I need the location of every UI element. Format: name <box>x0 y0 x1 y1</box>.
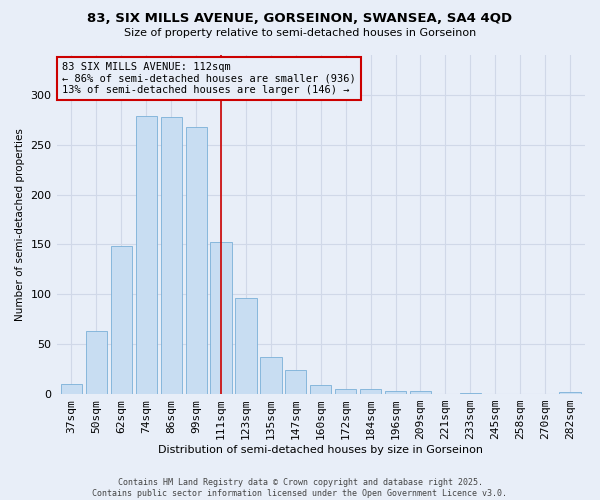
Bar <box>61 384 82 394</box>
Bar <box>111 246 132 394</box>
Bar <box>360 389 381 394</box>
Bar <box>410 391 431 394</box>
Text: Size of property relative to semi-detached houses in Gorseinon: Size of property relative to semi-detach… <box>124 28 476 38</box>
Bar <box>335 389 356 394</box>
Bar <box>235 298 257 394</box>
Bar <box>211 242 232 394</box>
Text: Contains HM Land Registry data © Crown copyright and database right 2025.
Contai: Contains HM Land Registry data © Crown c… <box>92 478 508 498</box>
Text: 83 SIX MILLS AVENUE: 112sqm
← 86% of semi-detached houses are smaller (936)
13% : 83 SIX MILLS AVENUE: 112sqm ← 86% of sem… <box>62 62 356 95</box>
Y-axis label: Number of semi-detached properties: Number of semi-detached properties <box>15 128 25 321</box>
Bar <box>460 393 481 394</box>
Bar <box>185 127 207 394</box>
Bar <box>260 357 281 394</box>
Bar <box>136 116 157 394</box>
Bar <box>285 370 307 394</box>
Bar <box>86 332 107 394</box>
Bar <box>161 117 182 394</box>
Bar <box>559 392 581 394</box>
X-axis label: Distribution of semi-detached houses by size in Gorseinon: Distribution of semi-detached houses by … <box>158 445 483 455</box>
Bar <box>310 385 331 394</box>
Bar <box>385 391 406 394</box>
Text: 83, SIX MILLS AVENUE, GORSEINON, SWANSEA, SA4 4QD: 83, SIX MILLS AVENUE, GORSEINON, SWANSEA… <box>88 12 512 26</box>
